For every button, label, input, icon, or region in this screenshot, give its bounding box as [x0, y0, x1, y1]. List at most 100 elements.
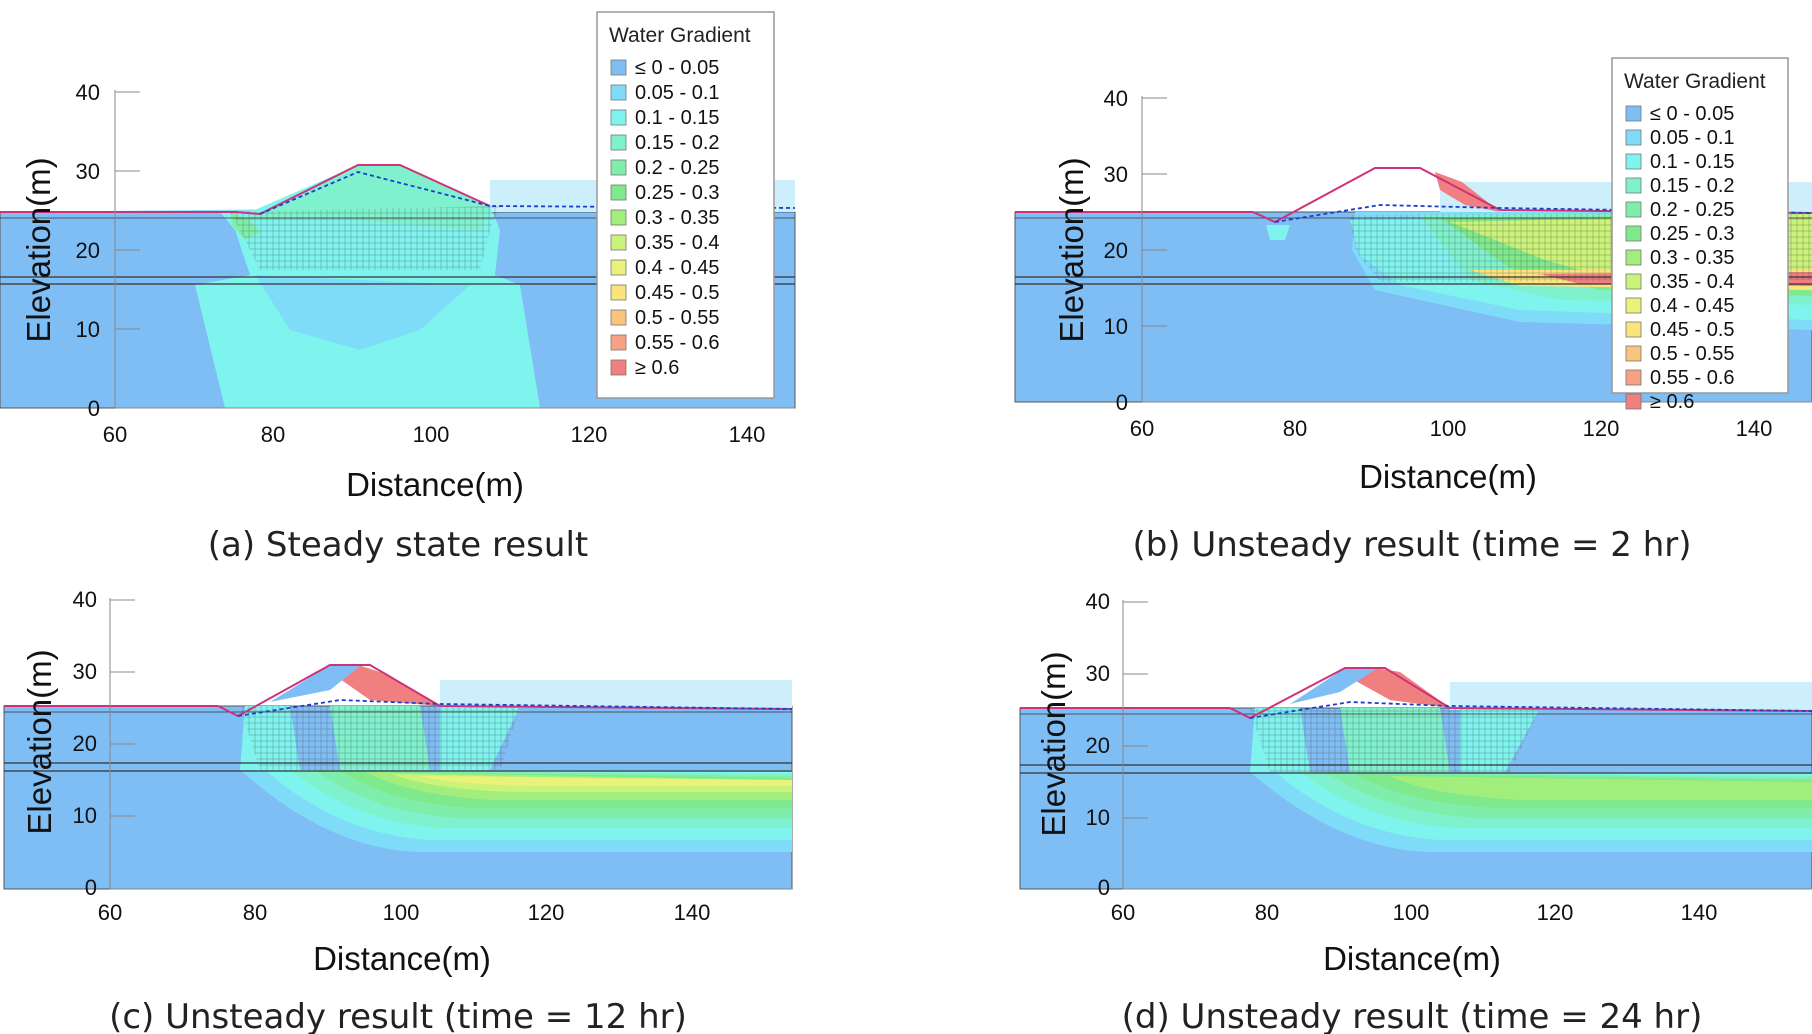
- legend-b-item-label: 0.45 - 0.5: [1650, 319, 1735, 341]
- legend-b-swatch: [1625, 345, 1642, 362]
- legend-a-swatch: [610, 209, 627, 226]
- panel-d-xtick-100: 100: [1393, 900, 1430, 925]
- legend-b-swatch: [1625, 393, 1642, 410]
- legend-a-swatch: [610, 159, 627, 176]
- panel-c-xtick-100: 100: [383, 900, 420, 925]
- panel-d-ytick-0: 0: [1098, 875, 1110, 900]
- legend-b-swatch: [1625, 321, 1642, 338]
- panel-a-xtick-100: 100: [413, 422, 450, 447]
- legend-a-swatch: [610, 59, 627, 76]
- panel-d-ytick-20: 20: [1086, 733, 1110, 758]
- panel-a-xtick-60: 60: [103, 422, 127, 447]
- legend-a-item-label: 0.15 - 0.2: [635, 132, 720, 154]
- panel-b-xlabel: Distance(m): [1359, 458, 1537, 495]
- legend-a-swatch: [610, 259, 627, 276]
- panel-c-ytick-10: 10: [73, 803, 97, 828]
- panel-c-ytick-40: 40: [73, 587, 97, 612]
- legend-a-swatch: [610, 309, 627, 326]
- panel-b-xtick-60: 60: [1130, 416, 1154, 441]
- legend-b-item-label: 0.5 - 0.55: [1650, 343, 1735, 365]
- panel-d-ytick-10: 10: [1086, 805, 1110, 830]
- panel-a-xtick-140: 140: [729, 422, 766, 447]
- panel-a-xtick-80: 80: [261, 422, 285, 447]
- panel-c: 40 30 20 10 0 60 80 100 120 140 Distance…: [3, 587, 793, 1034]
- panel-b-ytick-10: 10: [1104, 314, 1128, 339]
- panel-d: 40 30 20 10 0 60 80 100 120 140 Distance…: [1019, 589, 1812, 1034]
- panel-c-ytick-30: 30: [73, 659, 97, 684]
- panel-d-xtick-140: 140: [1681, 900, 1718, 925]
- panel-a-ytick-30: 30: [76, 159, 100, 184]
- panel-d-xtick-120: 120: [1537, 900, 1574, 925]
- legend-b-item-label: 0.35 - 0.4: [1650, 271, 1735, 293]
- legend-a-swatch: [610, 334, 627, 351]
- legend-b-item-label: 0.3 - 0.35: [1650, 247, 1735, 269]
- panel-b-caption: (b) Unsteady result (time = 2 hr): [1132, 525, 1691, 565]
- legend-a-item-label: 0.25 - 0.3: [635, 182, 720, 204]
- legend-b-swatch: [1625, 201, 1642, 218]
- panel-c-caption: (c) Unsteady result (time = 12 hr): [109, 997, 687, 1034]
- panel-c-xtick-60: 60: [98, 900, 122, 925]
- panel-d-xlabel: Distance(m): [1323, 940, 1501, 977]
- legend-b-swatch: [1625, 369, 1642, 386]
- legend-a-swatch: [610, 184, 627, 201]
- legend-a-item-label: 0.3 - 0.35: [635, 207, 720, 229]
- legend-a-swatch: [610, 284, 627, 301]
- panel-b-xtick-120: 120: [1583, 416, 1620, 441]
- panel-d-xtick-80: 80: [1255, 900, 1279, 925]
- legend-a-item-label: 0.55 - 0.6: [635, 332, 720, 354]
- legend-a-swatch: [610, 234, 627, 251]
- panel-a-xlabel: Distance(m): [346, 466, 524, 503]
- panel-a-ylabel: Elevation(m): [20, 157, 57, 342]
- panel-a-xtick-120: 120: [571, 422, 608, 447]
- panel-a-ytick-20: 20: [76, 238, 100, 263]
- legend-b-item-label: 0.55 - 0.6: [1650, 367, 1735, 389]
- panel-c-xtick-80: 80: [243, 900, 267, 925]
- legend-b-item-label: ≤ 0 - 0.05: [1650, 103, 1734, 125]
- legend-a: Water Gradient ≤ 0 - 0.05 0.05 - 0.1 0.1 - …: [596, 11, 775, 399]
- legend-a-title: Water Gradient: [609, 24, 751, 47]
- panel-b-ytick-40: 40: [1104, 86, 1128, 111]
- legend-b-title: Water Gradient: [1624, 70, 1766, 93]
- legend-a-box: [596, 11, 775, 399]
- legend-a-item-label: 0.45 - 0.5: [635, 282, 720, 304]
- legend-a-item-label: 0.2 - 0.25: [635, 157, 720, 179]
- legend-a-swatch: [610, 109, 627, 126]
- legend-a-item-label: 0.35 - 0.4: [635, 232, 720, 254]
- legend-a-item-label: 0.5 - 0.55: [635, 307, 720, 329]
- legend-a-item-label: 0.1 - 0.15: [635, 107, 720, 129]
- panel-b-xtick-100: 100: [1430, 416, 1467, 441]
- legend-b-swatch: [1625, 225, 1642, 242]
- panel-b-ytick-30: 30: [1104, 162, 1128, 187]
- panel-c-ytick-20: 20: [73, 731, 97, 756]
- panel-c-xlabel: Distance(m): [313, 940, 491, 977]
- legend-b-swatch: [1625, 153, 1642, 170]
- legend-b-item-label: 0.1 - 0.15: [1650, 151, 1735, 173]
- legend-b-swatch: [1625, 273, 1642, 290]
- legend-b-item-label: 0.15 - 0.2: [1650, 175, 1735, 197]
- legend-b-item-label: 0.2 - 0.25: [1650, 199, 1735, 221]
- legend-b-swatch: [1625, 129, 1642, 146]
- panel-a-ytick-0: 0: [88, 396, 100, 421]
- panel-d-ytick-30: 30: [1086, 661, 1110, 686]
- legend-b-swatch: [1625, 105, 1642, 122]
- panel-a-ytick-40: 40: [76, 80, 100, 105]
- legend-b-swatch: [1625, 177, 1642, 194]
- panel-d-caption: (d) Unsteady result (time = 24 hr): [1122, 997, 1703, 1034]
- legend-a-item-label: 0.4 - 0.45: [635, 257, 720, 279]
- panel-b-xtick-80: 80: [1283, 416, 1307, 441]
- legend-a-item-label: ≥ 0.6: [635, 357, 679, 379]
- panel-a-ytick-10: 10: [76, 317, 100, 342]
- panel-b-ytick-20: 20: [1104, 238, 1128, 263]
- legend-b-item-label: 0.25 - 0.3: [1650, 223, 1735, 245]
- legend-a-item-label: 0.05 - 0.1: [635, 82, 720, 104]
- panel-d-ytick-40: 40: [1086, 589, 1110, 614]
- legend-b: Water Gradient ≤ 0 - 0.050.05 - 0.10.1 - …: [1611, 57, 1789, 413]
- panel-d-ylabel: Elevation(m): [1035, 651, 1072, 836]
- panel-c-xtick-120: 120: [528, 900, 565, 925]
- legend-b-item-label: ≥ 0.6: [1650, 391, 1694, 413]
- panel-b-ytick-0: 0: [1116, 390, 1128, 415]
- legend-a-swatch: [610, 359, 627, 376]
- panel-b-ylabel: Elevation(m): [1053, 157, 1090, 342]
- panel-b-xtick-140: 140: [1736, 416, 1773, 441]
